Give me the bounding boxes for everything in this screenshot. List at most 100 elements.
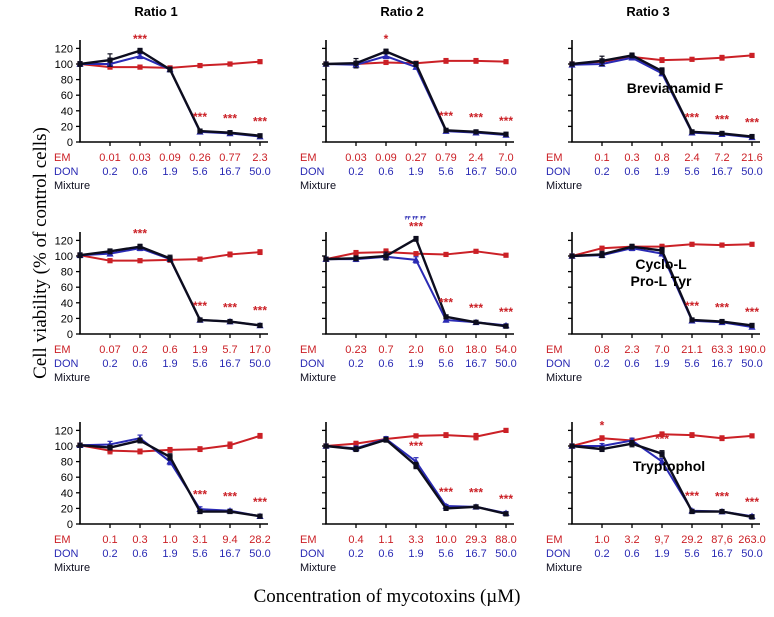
star-significance-marker: *** (499, 305, 513, 319)
column-title-empty (42, 196, 270, 216)
star-significance-marker: *** (715, 112, 729, 126)
don-concentration-value: 5.6 (192, 166, 208, 178)
svg-text:20: 20 (61, 313, 73, 325)
column-title-empty (288, 196, 516, 216)
don-concentration-value: 0.2 (102, 358, 118, 370)
chart-ratio3-tryptophol: * *** *** *** *** Tryptophol EM 1.0 3.2 9,7 29.2… (526, 386, 772, 576)
compound-label-cyclo-l-pro-l-tyr: Cyclo-L Pro-L Tyr (630, 256, 692, 289)
x-tick-labels: EM 0.01 0.03 0.09 0.26 0.77 2.3 DON 0.2 0.6 1.9 5.6… (34, 152, 280, 196)
don-concentration-value: 16.7 (219, 166, 241, 178)
chart-grid: Ratio 1 0 20 40 60 80 100 120 *** *** *** *** EM 0.… (34, 4, 774, 576)
em-concentration-value: 0.03 (129, 152, 151, 164)
star-significance-marker: *** (253, 115, 267, 129)
chart-ratio2-cyclo-l-pro-l-tyr: ***###********* EM0.230.72.06.018.054.0D… (280, 196, 526, 386)
svg-text:0: 0 (67, 329, 73, 341)
don-concentration-value: 16.7 (711, 166, 733, 178)
svg-text:120: 120 (55, 425, 73, 437)
don-concentration-value: 0.6 (132, 548, 148, 560)
em-concentration-value: 0.2 (132, 344, 148, 356)
em-concentration-value: 21.6 (741, 152, 763, 164)
star-significance-marker: *** (133, 226, 147, 240)
chart-ratio2-tryptophol: *** *** *** *** EM 0.4 1.1 3.3 10.0 29.3 88.0 DON 0… (280, 386, 526, 576)
em-concentration-value: 0.4 (348, 534, 364, 546)
svg-text:20: 20 (61, 121, 73, 133)
don-concentration-value: 5.6 (438, 548, 454, 560)
em-concentration-value: 63.3 (711, 344, 733, 356)
series-name-em: EM (300, 344, 317, 356)
chart-ratio1-cyclo-l-pro-l-tyr: 0 20 40 60 80 100 120 *** *** *** *** EM 0.07 0.2 0.6… (34, 196, 280, 386)
series-name-don: DON (300, 548, 325, 560)
don-concentration-value: 0.6 (624, 548, 640, 560)
svg-text:60: 60 (61, 472, 73, 484)
column-title-empty (42, 386, 270, 406)
em-concentration-value: 1.1 (378, 534, 394, 546)
em-concentration-value: 0.8 (654, 152, 670, 164)
star-significance-marker: *** (193, 299, 207, 313)
don-concentration-value: 0.2 (348, 166, 364, 178)
don-concentration-value: 5.6 (192, 358, 208, 370)
x-tick-labels: EM 0.03 0.09 0.27 0.79 2.4 7.0 DON 0.2 0.6 1.9 5.6 1… (280, 152, 526, 196)
don-concentration-value: 1.9 (408, 358, 424, 370)
em-concentration-value: 0.77 (219, 152, 241, 164)
don-concentration-value: 0.2 (594, 548, 610, 560)
compound-label-tryptophol: Tryptophol (632, 458, 706, 474)
em-concentration-value: 0.6 (162, 344, 178, 356)
em-concentration-value: 1.0 (162, 534, 178, 546)
compound-label-brevianamid-f: Brevianamid F (626, 80, 724, 96)
series-name-mixture: Mixture (546, 562, 583, 574)
don-concentration-value: 0.6 (378, 548, 394, 560)
svg-text:60: 60 (61, 90, 73, 102)
don-concentration-value: 1.9 (162, 548, 178, 560)
em-concentration-value: 0.27 (405, 152, 427, 164)
chart-ratio1-brevianamid-f: Ratio 1 0 20 40 60 80 100 120 *** *** *** *** EM 0.… (34, 4, 280, 196)
don-concentration-value: 50.0 (741, 166, 763, 178)
star-significance-marker: *** (469, 486, 483, 500)
em-concentration-value: 0.3 (624, 152, 640, 164)
em-concentration-value: 88.0 (495, 534, 517, 546)
em-concentration-value: 263.0 (738, 534, 766, 546)
don-concentration-value: 16.7 (219, 358, 241, 370)
star-significance-marker: *** (133, 32, 147, 46)
don-concentration-value: 0.2 (102, 166, 118, 178)
star-significance-marker: *** (655, 432, 669, 446)
star-significance-marker: *** (685, 111, 699, 125)
em-concentration-value: 6.0 (438, 344, 454, 356)
plot-area: * *** *** *** (288, 24, 524, 152)
em-concentration-value: 2.3 (252, 152, 268, 164)
series-name-mixture: Mixture (300, 562, 337, 574)
star-significance-marker: *** (439, 109, 453, 123)
column-title-empty (288, 386, 516, 406)
em-concentration-value: 21.1 (681, 344, 703, 356)
chart-ratio3-brevianamid-f: Ratio 3 *** *** *** Brevianamid F EM 0.1 0.3… (526, 4, 772, 196)
x-tick-labels: EM 0.07 0.2 0.6 1.9 5.7 17.0 DON 0.2 0.6 1.9 5.6 16.… (34, 344, 280, 388)
em-concentration-value: 0.07 (99, 344, 121, 356)
star-significance-marker: *** (253, 304, 267, 318)
don-concentration-value: 0.6 (624, 358, 640, 370)
don-concentration-value: 0.6 (378, 358, 394, 370)
plot-area: *** *** *** *** (288, 406, 524, 534)
star-significance-marker: *** (469, 301, 483, 315)
series-name-mixture: Mixture (546, 180, 583, 192)
plot-canvas: *** *** *** *** (322, 422, 514, 528)
don-concentration-value: 50.0 (495, 358, 517, 370)
svg-text:40: 40 (61, 298, 73, 310)
chart-ratio2-brevianamid-f: Ratio 2 * *** *** *** EM 0.03 0.09 0.27 0.79 2.4… (280, 4, 526, 196)
don-concentration-value: 5.6 (438, 358, 454, 370)
don-concentration-value: 0.2 (348, 358, 364, 370)
em-concentration-value: 0.03 (345, 152, 367, 164)
plot-canvas: *** *** *** (568, 40, 760, 146)
em-concentration-value: 7.2 (714, 152, 730, 164)
plot-area: 0 20 40 60 80 100 120 *** *** *** (42, 406, 278, 534)
plot-canvas: ******* *** *** (568, 419, 760, 528)
series-name-em: EM (300, 152, 317, 164)
series-name-don: DON (300, 358, 325, 370)
em-concentration-value: 0.1 (594, 152, 610, 164)
plot-canvas: 0 20 40 60 80 100 120 *** *** *** (55, 422, 268, 531)
don-concentration-value: 0.2 (594, 358, 610, 370)
em-concentration-value: 0.09 (159, 152, 181, 164)
star-significance-marker: *** (253, 495, 267, 509)
em-concentration-value: 87,6 (711, 534, 733, 546)
star-significance-marker: *** (193, 110, 207, 124)
svg-text:0: 0 (67, 137, 73, 149)
